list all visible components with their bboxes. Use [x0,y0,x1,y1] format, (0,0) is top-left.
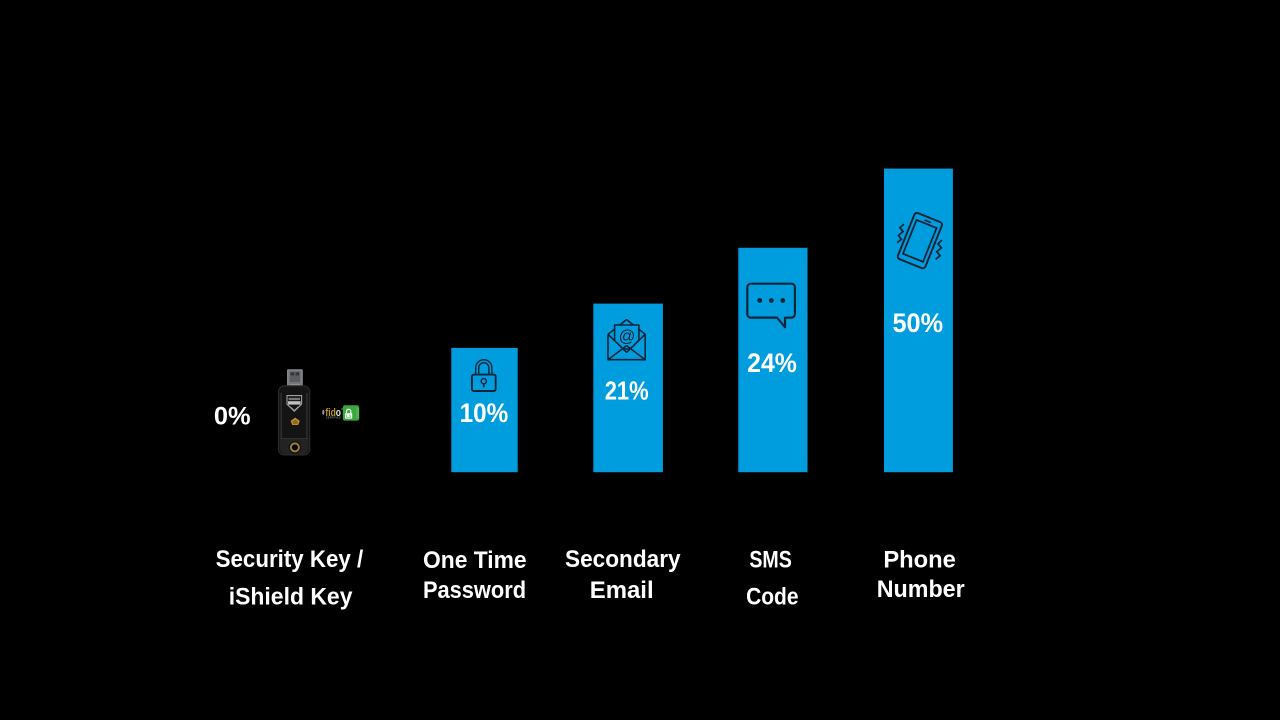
svg-text:Security Key /: Security Key / [216,546,364,573]
svg-text:Secondary: Secondary [565,546,681,573]
svg-text:Email: Email [590,577,654,604]
svg-text:FIDO2: FIDO2 [356,408,360,418]
svg-text:iShield Key: iShield Key [229,583,353,610]
svg-text:CERTIFIED: CERTIFIED [326,416,342,420]
svg-text:0%: 0% [214,403,251,431]
svg-text:@: @ [619,328,636,346]
svg-text:24%: 24% [747,348,797,378]
svg-text:Number: Number [877,576,965,603]
svg-text:L1: L1 [346,414,352,419]
svg-text:One Time: One Time [423,547,527,574]
svg-text:10%: 10% [460,398,509,428]
svg-text:Password: Password [423,577,526,604]
svg-text:21%: 21% [605,375,649,405]
svg-text:Phone: Phone [883,547,956,574]
svg-text:SMS: SMS [749,547,792,574]
svg-text:50%: 50% [893,308,944,338]
svg-text:fido: fido [325,407,341,419]
svg-text:Code: Code [746,583,798,610]
